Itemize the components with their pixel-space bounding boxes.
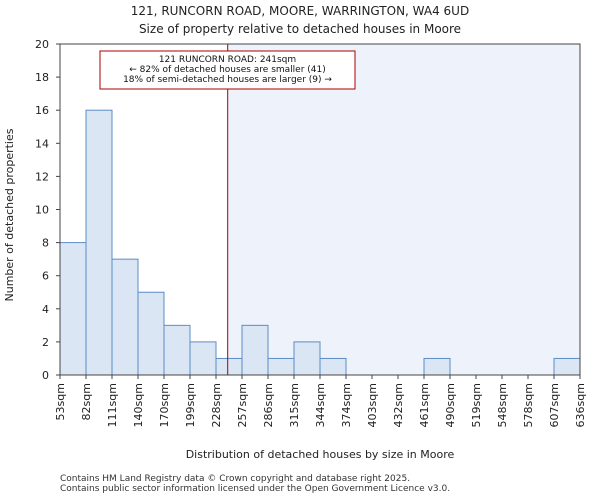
x-tick-label: 344sqm	[314, 383, 327, 427]
annotation-smaller: ← 82% of detached houses are smaller (41…	[129, 65, 326, 75]
x-tick-label: 111sqm	[106, 383, 119, 427]
y-tick-label: 0	[42, 369, 49, 382]
bar-607sqm	[553, 357, 581, 376]
bar-170sqm	[163, 324, 191, 376]
x-tick-label: 432sqm	[392, 383, 405, 427]
y-axis-ticks: 0 2 4 6 8 10 12 14 16 18 20	[35, 38, 60, 382]
y-tick-label: 4	[42, 303, 49, 316]
highlight-region	[227, 44, 580, 375]
x-tick-label: 170sqm	[158, 383, 171, 427]
x-tick-label: 548sqm	[496, 383, 509, 427]
x-tick-label: 519sqm	[470, 383, 483, 427]
footer-copyright: Contains HM Land Registry data © Crown c…	[60, 474, 411, 484]
x-tick-label: 490sqm	[444, 383, 457, 427]
bar-82sqm	[85, 109, 113, 376]
bar-257sqm	[241, 324, 269, 376]
bar-199sqm	[189, 341, 217, 376]
y-tick-label: 16	[35, 104, 49, 117]
x-tick-label: 228sqm	[210, 383, 223, 427]
annotation-title: 121 RUNCORN ROAD: 241sqm	[159, 55, 296, 65]
x-tick-label: 607sqm	[548, 383, 561, 427]
x-tick-label: 461sqm	[418, 383, 431, 427]
bar-344sqm	[319, 357, 347, 376]
chart-subtitle: Size of property relative to detached ho…	[139, 22, 461, 36]
bar-140sqm	[137, 291, 165, 376]
bar-111sqm	[111, 258, 139, 376]
y-tick-label: 20	[35, 38, 49, 51]
footer-licence: Contains public sector information licen…	[60, 484, 451, 494]
x-tick-label: 403sqm	[366, 383, 379, 427]
y-tick-label: 10	[35, 204, 49, 217]
x-tick-label: 199sqm	[184, 383, 197, 427]
bar-286sqm	[267, 357, 295, 376]
y-tick-label: 2	[42, 336, 49, 349]
x-tick-label: 578sqm	[522, 383, 535, 427]
bar-228sqm	[215, 357, 243, 376]
chart-title: 121, RUNCORN ROAD, MOORE, WARRINGTON, WA…	[131, 4, 469, 18]
x-tick-label: 53sqm	[54, 383, 67, 420]
x-tick-label: 140sqm	[132, 383, 145, 427]
y-axis-label: Number of detached properties	[3, 128, 16, 301]
y-tick-label: 8	[42, 237, 49, 250]
x-tick-label: 636sqm	[574, 383, 587, 427]
bar-53sqm	[59, 242, 87, 376]
annotation-box: 121 RUNCORN ROAD: 241sqm ← 82% of detach…	[99, 50, 356, 90]
annotation-larger: 18% of semi-detached houses are larger (…	[123, 75, 332, 85]
y-tick-label: 18	[35, 71, 49, 84]
x-tick-label: 257sqm	[236, 383, 249, 427]
x-tick-label: 82sqm	[80, 383, 93, 420]
bar-315sqm	[293, 341, 321, 376]
x-axis-ticks: 53sqm 82sqm 111sqm 140sqm 170sqm 199sqm 228sqm…	[54, 375, 587, 427]
y-tick-label: 12	[35, 170, 49, 183]
x-tick-label: 286sqm	[262, 383, 275, 427]
annotation-border	[99, 50, 356, 90]
y-tick-label: 6	[42, 270, 49, 283]
x-tick-label: 315sqm	[288, 383, 301, 427]
bars	[59, 109, 581, 376]
x-tick-label: 374sqm	[340, 383, 353, 427]
y-tick-label: 14	[35, 137, 49, 150]
x-axis-label: Distribution of detached houses by size …	[186, 448, 455, 461]
bar-461sqm	[423, 357, 451, 376]
